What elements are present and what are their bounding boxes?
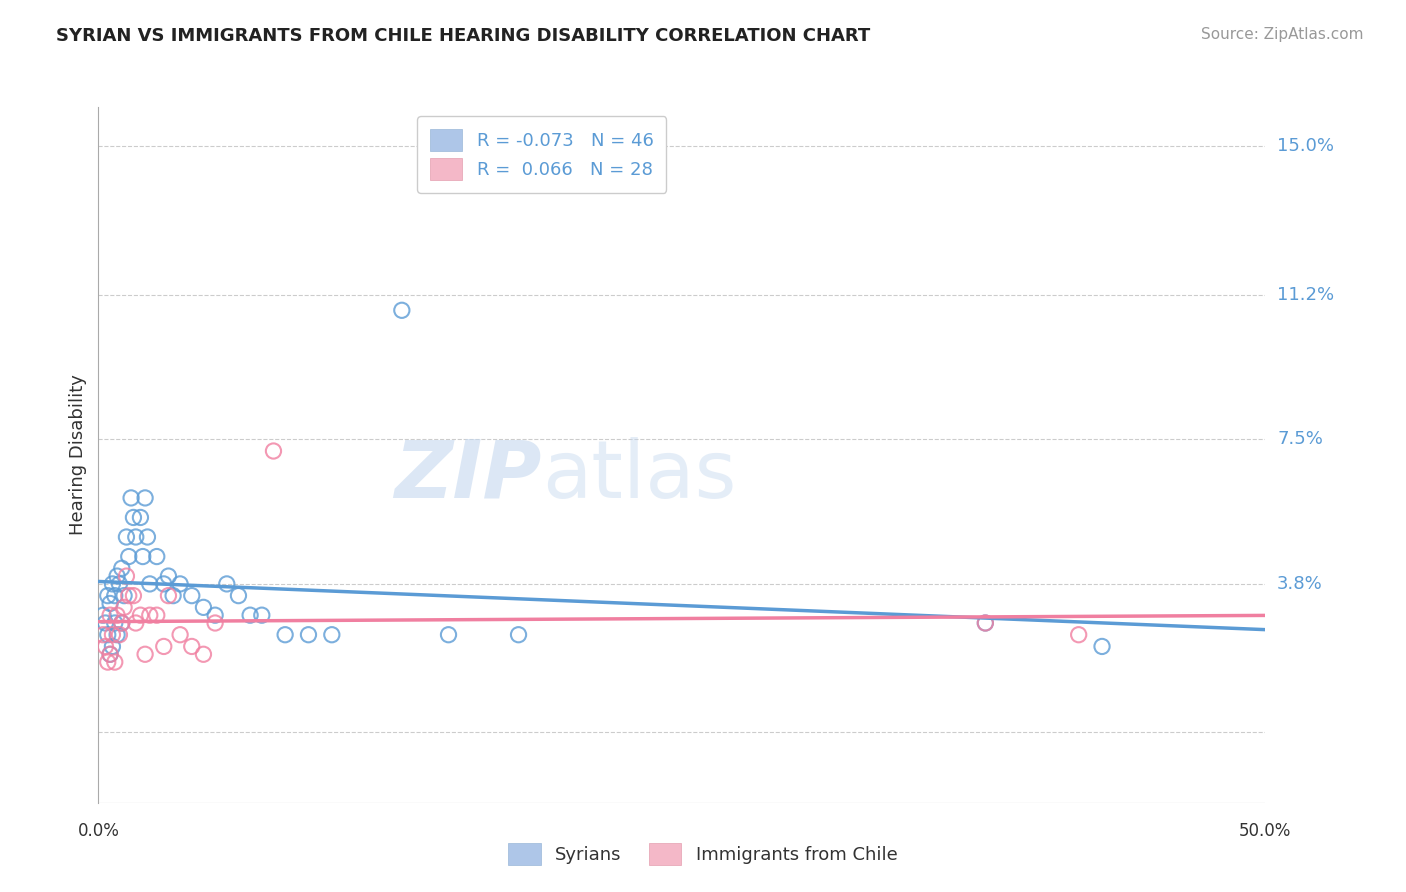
Text: ZIP: ZIP [395,437,541,515]
Text: 3.8%: 3.8% [1277,575,1323,593]
Point [157,589,180,603]
Point [122,510,145,524]
Point [105,608,128,623]
Point [152,577,174,591]
Y-axis label: Hearing Disability: Hearing Disability [69,375,87,535]
Point [134,647,156,661]
Text: 0.0%: 0.0% [77,822,120,840]
Point [132,549,155,564]
Point [169,577,191,591]
Point [297,628,319,642]
Point [974,615,997,630]
Point [112,600,135,615]
Point [91,628,114,642]
Point [274,628,297,642]
Point [125,530,148,544]
Point [115,569,138,583]
Point [250,608,273,623]
Point [321,628,343,642]
Point [111,615,134,630]
Point [98,597,121,611]
Point [139,577,162,591]
Text: 50.0%: 50.0% [1239,822,1292,840]
Point [125,615,148,630]
Point [101,640,124,654]
Text: atlas: atlas [541,437,737,515]
Point [104,589,127,603]
Legend: R = -0.073   N = 46, R =  0.066   N = 28: R = -0.073 N = 46, R = 0.066 N = 28 [418,116,666,193]
Text: Source: ZipAtlas.com: Source: ZipAtlas.com [1201,27,1364,42]
Point [122,589,145,603]
Text: 15.0%: 15.0% [1277,137,1334,155]
Text: 7.5%: 7.5% [1277,430,1323,449]
Point [98,647,121,661]
Point [98,608,121,623]
Point [91,608,114,623]
Point [146,608,169,623]
Point [105,628,128,642]
Point [139,608,162,623]
Point [105,569,128,583]
Point [129,608,152,623]
Point [97,589,120,603]
Point [1067,628,1090,642]
Point [157,569,180,583]
Point [97,628,120,642]
Text: 11.2%: 11.2% [1277,285,1334,303]
Point [112,589,135,603]
Point [94,615,117,630]
Point [115,530,138,544]
Point [97,655,120,669]
Point [146,549,169,564]
Point [101,577,124,591]
Point [437,628,460,642]
Point [118,549,141,564]
Point [111,615,134,630]
Point [974,615,997,630]
Point [180,589,202,603]
Point [239,608,262,623]
Point [180,640,202,654]
Point [508,628,530,642]
Point [136,530,159,544]
Point [204,615,226,630]
Legend: Syrians, Immigrants from Chile: Syrians, Immigrants from Chile [499,834,907,874]
Point [111,561,134,575]
Point [193,647,215,661]
Point [101,628,124,642]
Point [262,444,284,458]
Point [134,491,156,505]
Point [129,510,152,524]
Point [204,608,226,623]
Point [1091,640,1114,654]
Point [228,589,250,603]
Text: SYRIAN VS IMMIGRANTS FROM CHILE HEARING DISABILITY CORRELATION CHART: SYRIAN VS IMMIGRANTS FROM CHILE HEARING … [56,27,870,45]
Point [94,640,117,654]
Point [120,491,142,505]
Point [193,600,215,615]
Point [169,628,191,642]
Point [98,647,121,661]
Point [108,628,131,642]
Point [108,577,131,591]
Point [391,303,413,318]
Point [162,589,184,603]
Point [104,655,127,669]
Point [118,589,141,603]
Point [152,640,174,654]
Point [104,615,127,630]
Point [215,577,238,591]
